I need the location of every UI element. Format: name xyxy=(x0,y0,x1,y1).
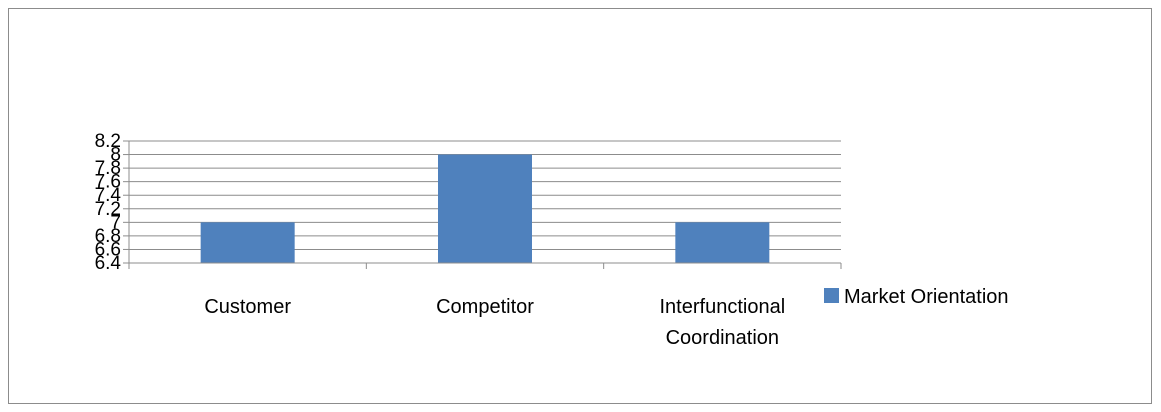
bars xyxy=(200,154,770,263)
legend: Market Orientation xyxy=(824,286,1009,308)
x-tick-label: Interfunctional xyxy=(660,296,786,318)
y-tick-label: 7 xyxy=(110,212,121,233)
y-tick-label: 8 xyxy=(110,145,121,166)
y-tick-label: 7.2 xyxy=(95,199,121,220)
legend-swatch xyxy=(824,288,839,303)
y-tick-label: 8.2 xyxy=(95,131,121,152)
x-tick-label: Coordination xyxy=(666,327,779,349)
bar xyxy=(200,222,295,263)
chart-frame: 6.4 6.6 6.8 7 7.2 7.4 7.6 7.8 8 8.2 Customer Compe… xyxy=(8,8,1152,404)
y-tick-label: 6.8 xyxy=(95,226,121,247)
x-axis: Customer Competitor Interfunctional Coordin… xyxy=(128,262,842,349)
y-tick-label: 6.4 xyxy=(95,253,122,274)
x-tick-label: Competitor xyxy=(436,296,534,318)
y-axis: 6.46.66.877.27.47.67.888.2 xyxy=(95,131,130,274)
bar xyxy=(438,154,532,263)
y-tick-label: 7.6 xyxy=(95,172,121,193)
x-tick-label: Customer xyxy=(204,296,291,318)
y-tick-label: 7.4 xyxy=(95,185,122,206)
y-tick-label: 6.6 xyxy=(95,239,121,260)
legend-label: Market Orientation xyxy=(844,286,1009,308)
bar xyxy=(675,222,770,263)
bar-chart: 6.46.66.877.27.47.67.888.2 Customer Compe… xyxy=(95,131,1009,349)
y-tick-label: 7.8 xyxy=(95,158,121,179)
